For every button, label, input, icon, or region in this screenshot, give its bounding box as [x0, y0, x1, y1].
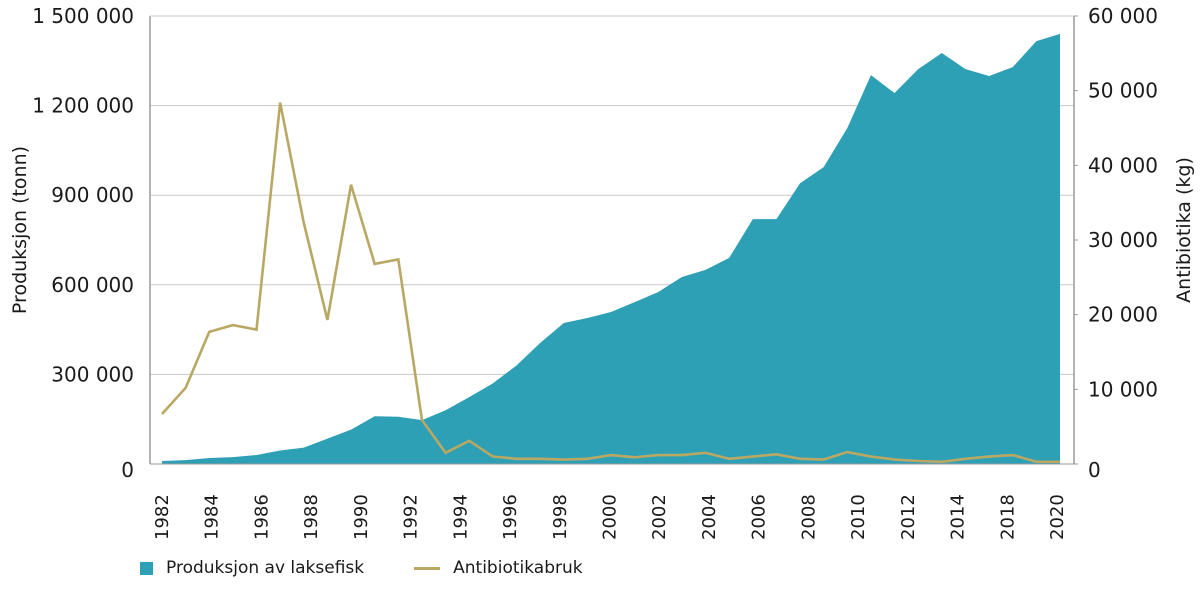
legend-label-production: Produksjon av laksefisk: [166, 558, 365, 578]
y2-axis-tick-labels: 0 10 000 20 000 30 000 40 000 50 000 60 000: [1088, 4, 1158, 482]
y-axis-title: Produksjon (tonn): [9, 146, 31, 314]
y2-tick-label: 60 000: [1088, 4, 1158, 28]
y-tick-label: 0: [121, 458, 134, 482]
x-tick-label: 2006: [749, 494, 770, 540]
x-tick-label: 2014: [948, 494, 969, 540]
x-tick-label: 1982: [152, 494, 173, 540]
x-tick-label: 1994: [450, 494, 471, 540]
y2-tick-label: 50 000: [1088, 79, 1158, 103]
x-tick-label: 2008: [798, 494, 819, 540]
x-tick-label: 2012: [898, 494, 919, 540]
y-tick-label: 1 200 000: [32, 94, 134, 118]
legend-item-production: Produksjon av laksefisk: [140, 558, 364, 578]
y2-tick-label: 20 000: [1088, 303, 1158, 327]
x-tick-label: 2018: [997, 494, 1018, 540]
x-tick-label: 2000: [600, 494, 621, 540]
x-tick-label: 1988: [301, 494, 322, 540]
antibiotic-line: [161, 102, 1060, 464]
x-tick-label: 2010: [848, 494, 869, 540]
x-tick-label: 2020: [1047, 494, 1068, 540]
y-axis-tick-labels: 0 300 000 600 000 900 000 1 200 000 1 500 000: [32, 4, 134, 482]
legend-swatch-production: [140, 561, 153, 575]
legend-item-antibiotic: Antibiotikabruk: [414, 558, 583, 578]
y2-axis-title: Antibiotika (kg): [1173, 157, 1195, 303]
axes: [149, 15, 1078, 465]
y-tick-label: 1 500 000: [32, 4, 134, 28]
x-tick-label: 1992: [401, 494, 422, 540]
production-area-layer: [162, 33, 1060, 465]
y-tick-label: 600 000: [51, 273, 134, 297]
antibiotic-line-layer: [161, 102, 1060, 464]
x-axis-tick-labels: 1982 1984 1986 1988 1990 1992 1994 1996 1998 2000…: [152, 494, 1068, 540]
legend-label-antibiotic: Antibiotikabruk: [453, 558, 583, 578]
x-tick-label: 1986: [251, 494, 272, 540]
y-tick-label: 300 000: [51, 362, 134, 386]
y2-tick-label: 0: [1088, 458, 1101, 482]
x-tick-label: 1996: [500, 494, 521, 540]
legend-swatch-antibiotic: [414, 566, 441, 570]
legend: Produksjon av laksefisk Antibiotikabruk: [140, 558, 633, 578]
x-tick-label: 2002: [649, 494, 670, 540]
y2-tick-label: 30 000: [1088, 228, 1158, 252]
y2-tick-label: 10 000: [1088, 377, 1158, 401]
x-tick-label: 1990: [351, 494, 372, 540]
y2-tick-label: 40 000: [1088, 153, 1158, 177]
production-area: [162, 33, 1060, 465]
x-tick-label: 1998: [550, 494, 571, 540]
x-tick-label: 1984: [202, 494, 223, 540]
x-tick-label: 2004: [699, 494, 720, 540]
y-tick-label: 900 000: [51, 183, 134, 207]
